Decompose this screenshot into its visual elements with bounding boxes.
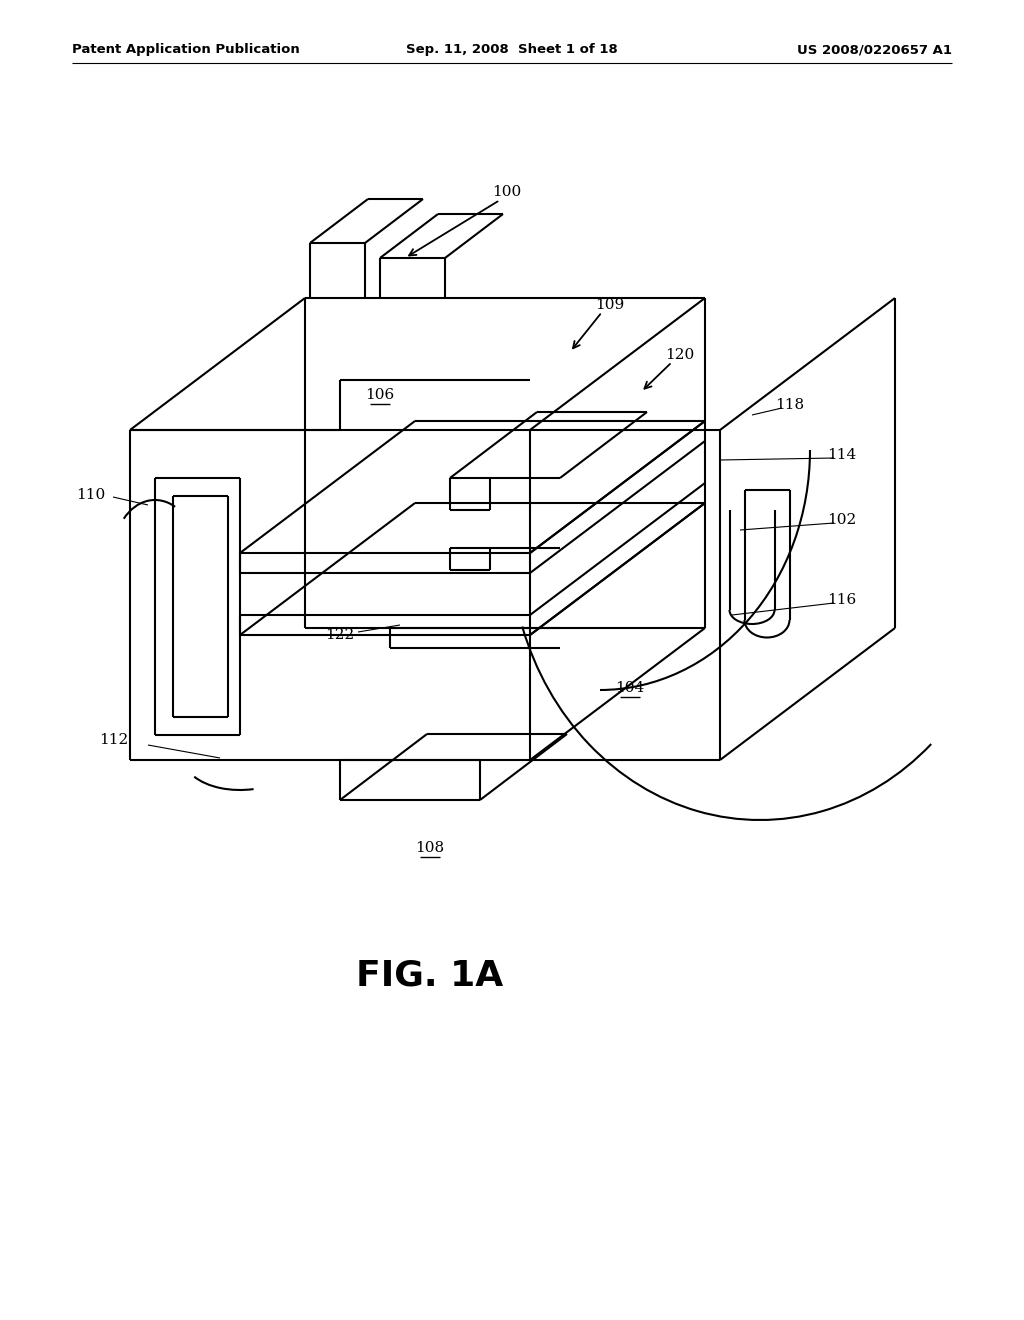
Text: 118: 118 [775,399,805,412]
Text: 100: 100 [493,185,521,199]
Text: 120: 120 [666,348,694,362]
Text: Patent Application Publication: Patent Application Publication [72,44,300,57]
Text: 102: 102 [827,513,857,527]
Text: 110: 110 [76,488,105,502]
Text: FIG. 1A: FIG. 1A [356,958,504,993]
Text: 104: 104 [615,681,645,696]
Text: Sep. 11, 2008  Sheet 1 of 18: Sep. 11, 2008 Sheet 1 of 18 [407,44,617,57]
Text: US 2008/0220657 A1: US 2008/0220657 A1 [797,44,952,57]
Text: 122: 122 [326,628,354,642]
Text: 106: 106 [366,388,394,403]
Text: 116: 116 [827,593,857,607]
Text: 112: 112 [98,733,128,747]
Text: 108: 108 [416,841,444,855]
Text: 114: 114 [827,447,857,462]
Text: 109: 109 [595,298,625,312]
